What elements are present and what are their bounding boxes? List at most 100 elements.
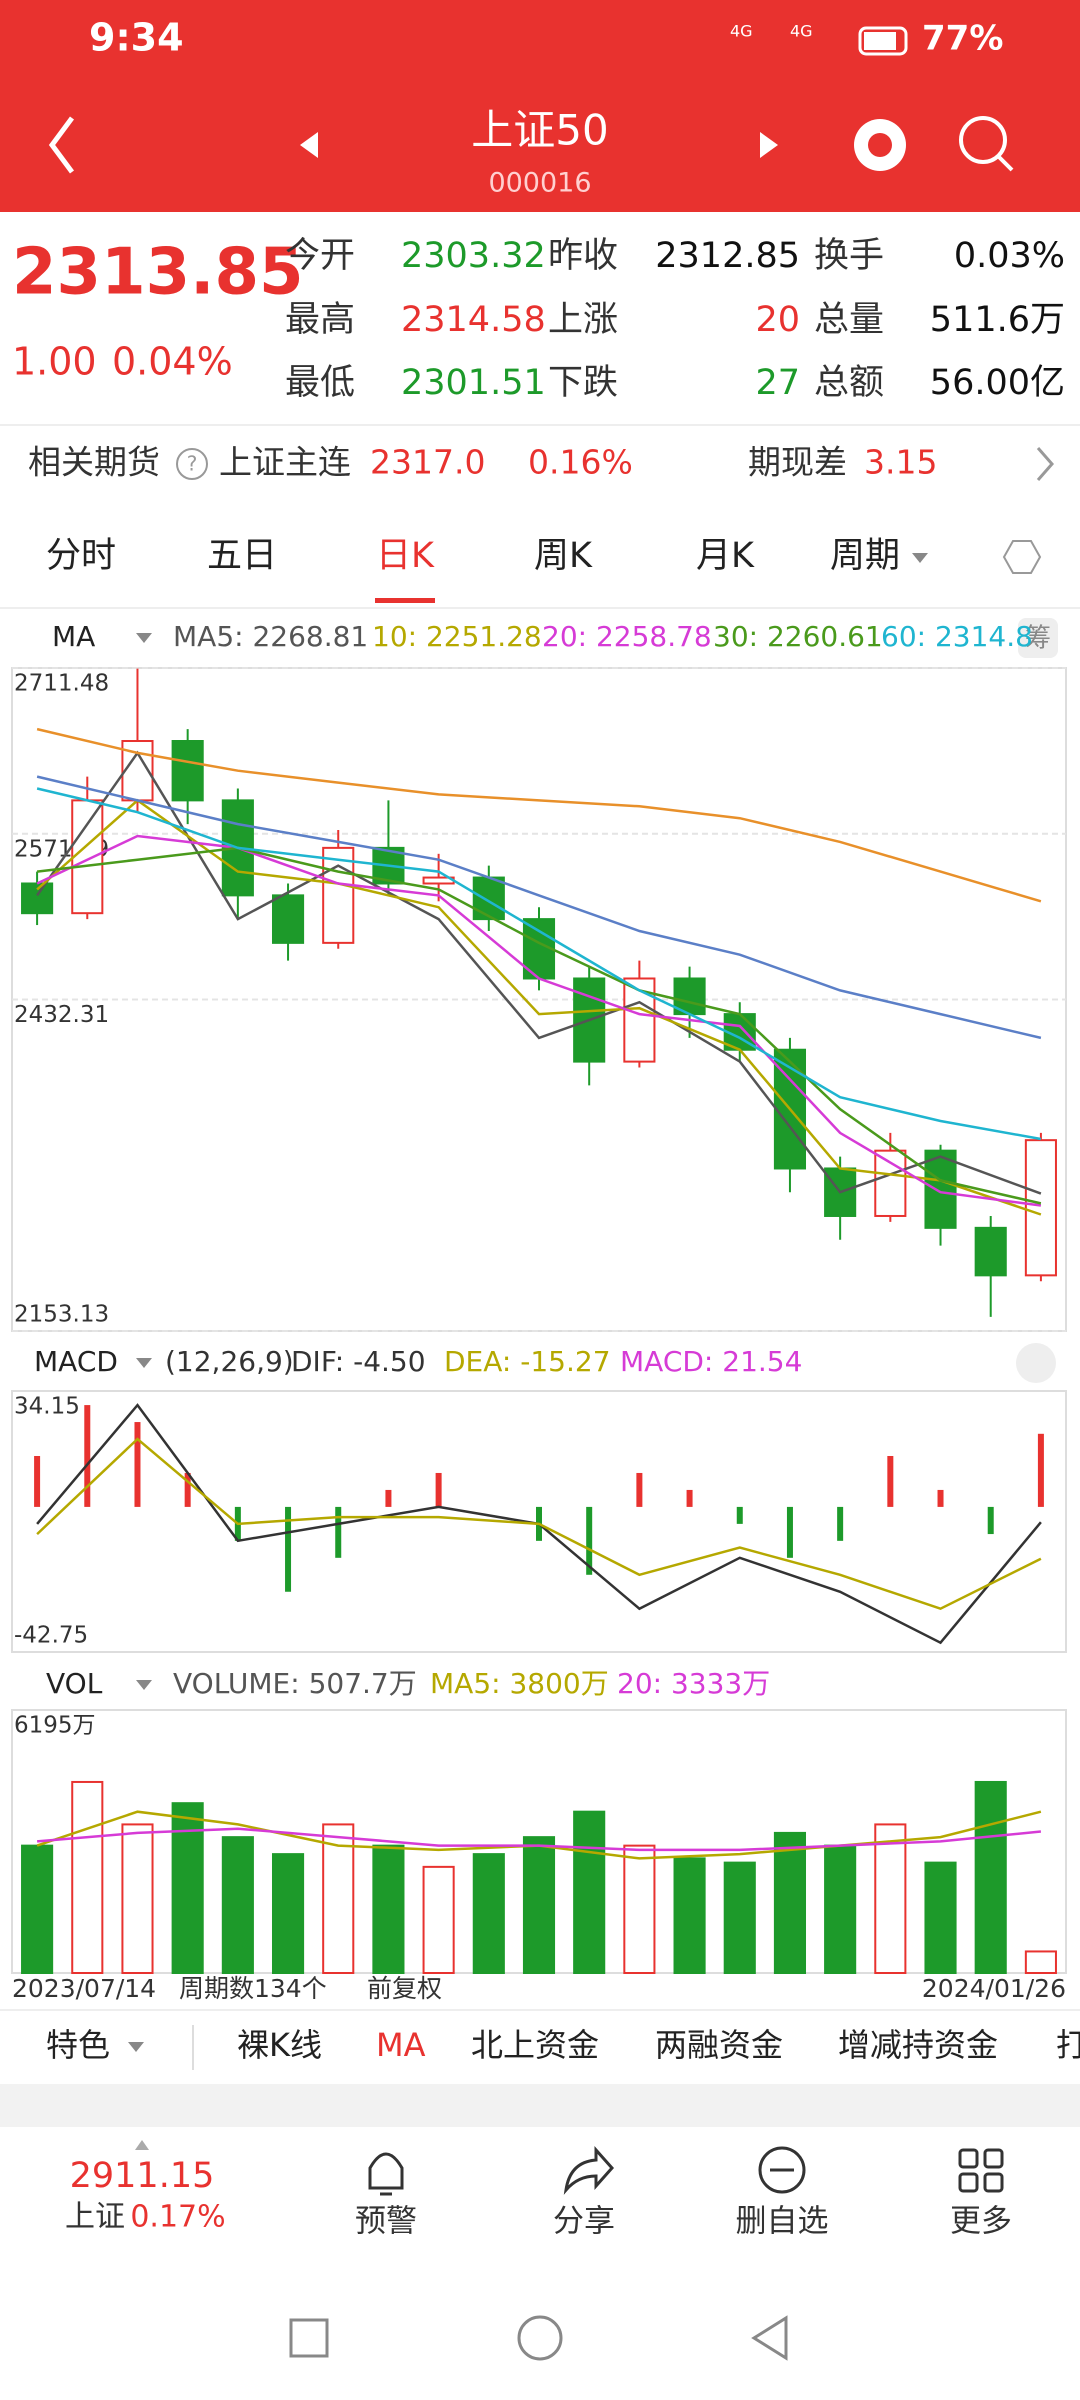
- y-tick-label: 2432.31: [14, 1002, 109, 1028]
- gap: [0, 2084, 1080, 2127]
- remove-icon[interactable]: [758, 2146, 806, 2194]
- legend-entry: 10: 2251.28: [372, 620, 542, 653]
- macd-bar: [34, 1455, 41, 1507]
- nav-label[interactable]: 分享: [553, 2204, 615, 2240]
- search-icon[interactable]: [959, 116, 1007, 164]
- toolbar-item[interactable]: 裸K线: [237, 2026, 322, 2064]
- share-icon[interactable]: [563, 2146, 615, 2195]
- indicator-label[interactable]: MACD: [34, 1345, 118, 1378]
- more-cell: [958, 2148, 979, 2169]
- y-tick-label: -42.75: [14, 1623, 88, 1649]
- back-button[interactable]: [48, 116, 75, 174]
- dropdown-caret: [136, 1358, 152, 1368]
- field-value: 56.00亿: [930, 363, 1065, 403]
- more-cell: [958, 2172, 979, 2193]
- macd-bar: [84, 1405, 91, 1507]
- volume-bar: [824, 1844, 857, 1975]
- tab[interactable]: 日K: [376, 536, 435, 576]
- toolbar-item[interactable]: 增减持资金: [838, 2026, 998, 2064]
- candle-body: [924, 1149, 957, 1229]
- legend-entry: MA5: 2268.81: [173, 620, 368, 653]
- indicator-label[interactable]: VOL: [46, 1667, 103, 1700]
- toolbar-item[interactable]: 打: [1056, 2026, 1080, 2064]
- nav-label[interactable]: 删自选: [736, 2204, 829, 2240]
- tab[interactable]: 月K: [696, 536, 755, 576]
- status-battery: 77%: [922, 19, 1003, 59]
- tab[interactable]: 周K: [534, 536, 593, 576]
- volume-bar: [171, 1802, 204, 1975]
- volume-bar: [372, 1844, 405, 1975]
- toolbar-item[interactable]: 两融资金: [655, 2026, 783, 2064]
- help-text: ?: [187, 452, 198, 476]
- sys-home[interactable]: [517, 2315, 563, 2361]
- dropdown-caret: [912, 553, 928, 563]
- index-value[interactable]: 2911.15: [70, 2156, 215, 2196]
- volume-bar: [271, 1853, 305, 1974]
- macd-bar: [134, 1422, 141, 1507]
- futures-more[interactable]: [1036, 447, 1054, 481]
- index-name: 上证: [65, 2200, 125, 2235]
- tab[interactable]: 周期: [830, 536, 900, 576]
- next-button[interactable]: [760, 132, 778, 158]
- macd-bar: [184, 1472, 191, 1507]
- y-tick-label: 34.15: [14, 1394, 80, 1420]
- prev-button[interactable]: [300, 132, 318, 158]
- legend-entry: MA5: 3800万: [430, 1667, 609, 1700]
- dropdown-caret: [136, 633, 152, 643]
- chip-badge-bg[interactable]: [1018, 618, 1058, 658]
- field-value: 511.6万: [930, 300, 1065, 340]
- expand-icon[interactable]: [1016, 1343, 1056, 1383]
- volume-bar: [221, 1836, 254, 1975]
- y-tick-label: 6195万: [14, 1713, 96, 1739]
- nav-label[interactable]: 更多: [950, 2204, 1012, 2240]
- volume-bar: [1024, 1950, 1057, 1974]
- toolbar-item[interactable]: 北上资金: [471, 2026, 599, 2064]
- battery-icon: [858, 26, 908, 56]
- legend-entry: 60: 2314.8: [881, 620, 1033, 653]
- volume-bar: [573, 1810, 606, 1975]
- toolbar-item[interactable]: 特色: [46, 2026, 110, 2064]
- indicator-line: [36, 1827, 1042, 1852]
- status-network: 4G: [790, 22, 813, 41]
- candle-body: [1024, 1139, 1057, 1277]
- price: 2313.85: [12, 236, 304, 310]
- indicator-label[interactable]: MA: [52, 620, 95, 653]
- futures-price: 2317.0: [370, 443, 485, 482]
- field-label: 最高: [285, 300, 355, 340]
- nav-label[interactable]: 预警: [355, 2204, 417, 2240]
- tab[interactable]: 分时: [46, 536, 116, 576]
- more-icon[interactable]: [958, 2148, 1004, 2193]
- y-tick-label: 2153.13: [14, 1302, 109, 1328]
- macd-bar: [335, 1506, 342, 1558]
- macd-bar: [285, 1506, 292, 1592]
- toolbar-item[interactable]: MA: [376, 2026, 426, 2064]
- toolbar: 特色 裸K线 MA 北上资金 两融资金 增减持资金 打: [46, 2026, 1080, 2064]
- chip-badge: 筹: [1025, 624, 1051, 654]
- field-value: 2314.58: [401, 300, 546, 340]
- index-pct: 0.17%: [130, 2200, 225, 2235]
- basis-label: 期现差: [748, 443, 847, 482]
- battery-level: [864, 32, 896, 50]
- macd-bar: [686, 1489, 693, 1507]
- quote-fields: 今开 2303.32 昨收 2312.85 换手 0.03% 最高 2314.58 上涨 20 总量…: [285, 236, 1065, 403]
- panel-frame: [11, 1390, 1067, 1653]
- field-value: 27: [755, 363, 800, 403]
- candle-body: [322, 846, 355, 944]
- tab[interactable]: 五日: [207, 536, 277, 576]
- candle-body: [974, 1226, 1007, 1277]
- settings-icon[interactable]: [1002, 540, 1042, 574]
- alert-icon[interactable]: [368, 2152, 404, 2196]
- more-cell: [983, 2172, 1004, 2193]
- field-label: 总额: [814, 363, 884, 403]
- basis-value: 3.15: [864, 443, 937, 482]
- macd-bar: [736, 1506, 743, 1524]
- futures-pct: 0.16%: [528, 443, 633, 482]
- status-network: 4G: [730, 22, 753, 41]
- candle-body: [71, 799, 104, 915]
- sys-recent[interactable]: [289, 2318, 329, 2358]
- volume-bar: [874, 1823, 907, 1975]
- help-icon[interactable]: [176, 448, 208, 480]
- sys-back[interactable]: [751, 2315, 788, 2361]
- tabs: 分时 五日 日K 周K 月K 周期: [46, 536, 928, 576]
